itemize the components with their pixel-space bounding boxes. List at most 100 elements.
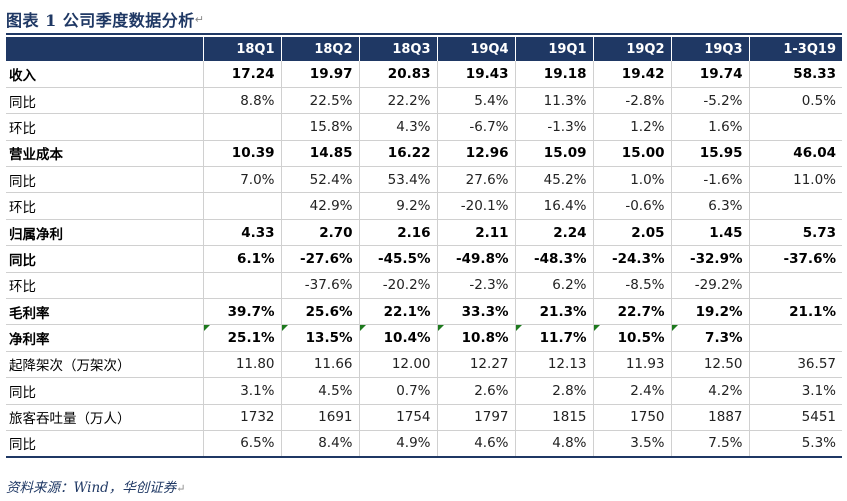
cell-value: -1.6% (703, 171, 743, 188)
table-cell: -6.7% (436, 113, 515, 141)
cell-value: 19.18 (543, 65, 587, 82)
cell-value: 11.80 (235, 356, 275, 373)
cell-value: 1815 (552, 409, 587, 426)
table-row: 旅客吞吐量（万人） 1732 1691 1754 1797 1815 1750 1887 545… (6, 404, 842, 431)
table-cell: 19.2% (670, 298, 749, 326)
cell-value: 7.3% (705, 330, 743, 347)
cell-value: 22.5% (309, 92, 353, 109)
table-row: 营业成本 10.39 14.85 16.22 12.96 15.09 15.00 15.95 4… (6, 140, 842, 168)
table-cell: 1.2% (592, 113, 671, 141)
column-header: 19Q1 (514, 37, 593, 61)
cell-value: 1797 (474, 409, 509, 426)
column-header: 1-3Q19 (748, 37, 842, 61)
column-header: 18Q1 (202, 37, 281, 61)
table-cell: 1.0% (592, 166, 671, 194)
cell-value: 27.6% (465, 171, 509, 188)
cell-value: 1732 (240, 409, 275, 426)
row-label: 收入 (6, 61, 203, 88)
cell-comment-flag-icon (203, 325, 210, 332)
table-row: 同比 8.8% 22.5% 22.2% 5.4% 11.3% -2.8% -5.2% 0.5% (6, 87, 842, 115)
table-cell: 25.6% (280, 298, 359, 326)
row-label: 环比 (6, 272, 203, 300)
cell-value: 1.2% (630, 118, 665, 135)
cell-value: 2.70 (319, 224, 353, 241)
table-cell: 45.2% (514, 166, 593, 194)
cell-value: 4.3% (396, 118, 431, 135)
cell-value: 9.2% (396, 198, 431, 215)
table-cell: 2.05 (592, 219, 671, 247)
cell-value: 12.96 (465, 145, 509, 162)
cell-comment-flag-icon (359, 325, 366, 332)
table-cell: 6.5% (202, 430, 281, 458)
cell-value: 5451 (801, 409, 836, 426)
table-row: 同比 6.5% 8.4% 4.9% 4.6% 4.8% 3.5% 7.5% 5.3% (6, 430, 842, 458)
table-cell: 7.3% (670, 324, 749, 352)
table-cell: -2.8% (592, 87, 671, 115)
cell-value: 2.16 (397, 224, 431, 241)
table-cell: -37.6% (748, 245, 842, 273)
column-header: 19Q2 (592, 37, 671, 61)
cell-value: 19.43 (465, 65, 509, 82)
table-cell: 12.00 (358, 351, 437, 379)
table-cell: -24.3% (592, 245, 671, 273)
cell-value: 5.4% (474, 92, 509, 109)
table-cell: 22.1% (358, 298, 437, 326)
table-cell: 1732 (202, 404, 281, 431)
cell-value: 11.66 (313, 356, 353, 373)
cell-value: 15.09 (543, 145, 587, 162)
cell-value: -32.9% (690, 250, 743, 267)
cell-value: -48.3% (534, 250, 587, 267)
table-cell: 2.24 (514, 219, 593, 247)
cell-value: 15.95 (699, 145, 743, 162)
row-label: 归属净利 (6, 219, 203, 247)
table-cell: 1797 (436, 404, 515, 431)
cell-value: 6.3% (708, 198, 743, 215)
table-cell: 4.5% (280, 377, 359, 405)
cell-value: 22.7% (617, 303, 665, 320)
table-cell: -1.6% (670, 166, 749, 194)
table-cell: 11.0% (748, 166, 842, 194)
table-cell: 15.09 (514, 140, 593, 168)
table-cell: 7.5% (670, 430, 749, 458)
cell-value: 10.5% (617, 330, 665, 347)
table-cell: 21.1% (748, 298, 842, 326)
table-cell: 22.5% (280, 87, 359, 115)
title-row: 图表 1 公司季度数据分析 ↵ (6, 6, 204, 32)
table-cell: 15.00 (592, 140, 671, 168)
cell-value: 1887 (708, 409, 743, 426)
row-label: 同比 (6, 430, 203, 458)
cell-value: 10.8% (461, 330, 509, 347)
table-cell: 2.6% (436, 377, 515, 405)
cell-value: 12.50 (703, 356, 743, 373)
table-cell: 15.8% (280, 113, 359, 141)
table-cell: 2.11 (436, 219, 515, 247)
cell-value: 25.1% (227, 330, 275, 347)
cell-value: 8.8% (240, 92, 275, 109)
cell-value: -37.6% (783, 250, 836, 267)
table-row: 同比 3.1% 4.5% 0.7% 2.6% 2.8% 2.4% 4.2% 3.1% (6, 377, 842, 405)
table-cell: 36.57 (748, 351, 842, 379)
cell-value: 22.2% (387, 92, 431, 109)
table-cell: 1815 (514, 404, 593, 431)
cell-value: 5.73 (802, 224, 836, 241)
source-note: 资料来源：Wind，华创证券↵ (6, 476, 186, 496)
cell-value: 52.4% (309, 171, 353, 188)
table-row: 归属净利 4.33 2.70 2.16 2.11 2.24 2.05 1.45 5.73 (6, 219, 842, 247)
paragraph-mark-icon: ↵ (176, 482, 186, 495)
row-label: 环比 (6, 113, 203, 141)
table-cell: 16.22 (358, 140, 437, 168)
table-cell: -0.6% (592, 192, 671, 220)
table-cell: 11.3% (514, 87, 593, 115)
table-cell: 1754 (358, 404, 437, 431)
cell-value: 10.39 (231, 145, 275, 162)
row-label: 起降架次（万架次） (6, 351, 203, 379)
cell-value: -8.5% (625, 277, 665, 294)
cell-value: -0.6% (625, 198, 665, 215)
table-cell: 1750 (592, 404, 671, 431)
table-body: 收入 17.24 19.97 20.83 19.43 19.18 19.42 19.74 58.… (6, 61, 842, 458)
cell-value: 13.5% (305, 330, 353, 347)
cell-value: 19.97 (309, 65, 353, 82)
cell-value: 19.2% (695, 303, 743, 320)
table-cell: 16.4% (514, 192, 593, 220)
table-cell (748, 113, 842, 141)
